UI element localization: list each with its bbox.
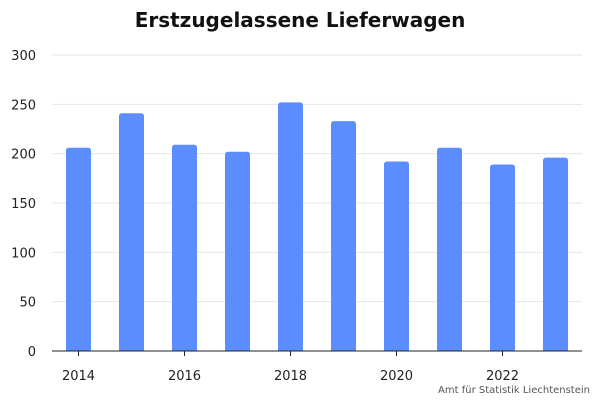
bar-2014 xyxy=(66,147,91,351)
x-tick-label: 2014 xyxy=(62,369,95,384)
bars xyxy=(66,102,568,352)
y-tick-label: 0 xyxy=(28,345,36,360)
y-tick-label: 150 xyxy=(11,197,36,212)
x-tick-label: 2016 xyxy=(168,369,201,384)
bar-2018 xyxy=(278,102,303,351)
bar-2017 xyxy=(225,151,250,351)
source-note: Amt für Statistik Liechtenstein xyxy=(438,385,590,396)
bar-2022 xyxy=(490,164,515,351)
bar-2019 xyxy=(331,121,356,352)
y-tick-label: 50 xyxy=(19,296,36,311)
chart-title: Erstzugelassene Lieferwagen xyxy=(135,8,466,32)
y-tick-label: 100 xyxy=(11,246,36,261)
bar-2021 xyxy=(437,147,462,351)
bar-2015 xyxy=(119,113,144,351)
x-tick-label: 2022 xyxy=(486,369,519,384)
y-tick-label: 200 xyxy=(11,148,36,163)
y-axis-ticks: 0 50 100 150 200 250 300 xyxy=(11,49,36,360)
x-tick-label: 2020 xyxy=(380,369,413,384)
x-tick-label: 2018 xyxy=(274,369,307,384)
bar-2020 xyxy=(384,161,409,351)
y-tick-label: 250 xyxy=(11,98,36,113)
bar-2016 xyxy=(172,144,197,351)
x-axis-ticks: 2014 2016 2018 2020 2022 xyxy=(62,351,519,384)
bar-2023 xyxy=(543,157,568,351)
y-tick-label: 300 xyxy=(11,49,36,64)
